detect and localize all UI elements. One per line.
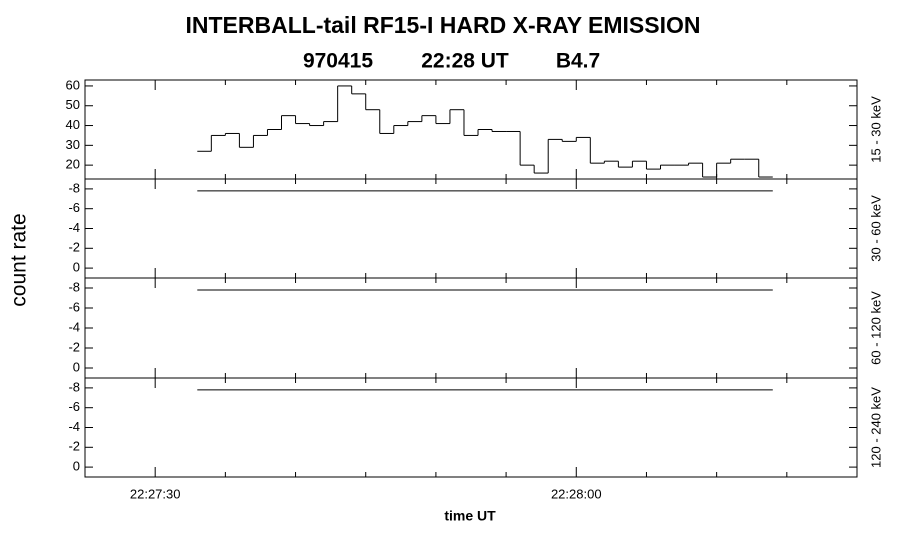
y-tick-label: 0 (73, 359, 80, 374)
x-tick-label: 22:28:00 (551, 486, 602, 501)
y-tick-label: 0 (73, 459, 80, 474)
y-tick-label: -6 (68, 200, 80, 215)
x-tick-label: 22:27:30 (130, 486, 181, 501)
y-tick-label: -6 (68, 299, 80, 314)
y-tick-label: 30 (66, 137, 80, 152)
y-tick-label: 50 (66, 97, 80, 112)
y-tick-label: 20 (66, 157, 80, 172)
y-tick-label: 0 (73, 260, 80, 275)
y-tick-label: -8 (68, 180, 80, 195)
subtitle-time: 22:28 UT (421, 50, 509, 73)
y-tick-label: -8 (68, 279, 80, 294)
subtitle-date: 970415 (303, 50, 373, 73)
y-tick-label: -4 (68, 319, 80, 334)
y-tick-label: -2 (68, 439, 80, 454)
y2-axis-label: 30 - 60 keV (868, 195, 883, 262)
y2-axis-label: 60 - 120 keV (868, 291, 883, 365)
subtitle-class: B4.7 (556, 50, 600, 73)
y-tick-label: -4 (68, 419, 80, 434)
y-tick-label: 60 (66, 77, 80, 92)
y-tick-label: -2 (68, 240, 80, 255)
chart-title: INTERBALL-tail RF15-I HARD X-RAY EMISSIO… (186, 12, 701, 38)
y-axis-label: count rate (8, 213, 31, 306)
y-tick-label: -4 (68, 220, 80, 235)
y2-axis-label: 15 - 30 keV (868, 96, 883, 163)
x-axis-label: time UT (444, 508, 496, 524)
y-tick-label: -8 (68, 379, 80, 394)
y-tick-label: 40 (66, 117, 80, 132)
y2-axis-label: 120 - 240 keV (868, 387, 883, 468)
y-tick-label: -2 (68, 339, 80, 354)
y-tick-label: -6 (68, 399, 80, 414)
